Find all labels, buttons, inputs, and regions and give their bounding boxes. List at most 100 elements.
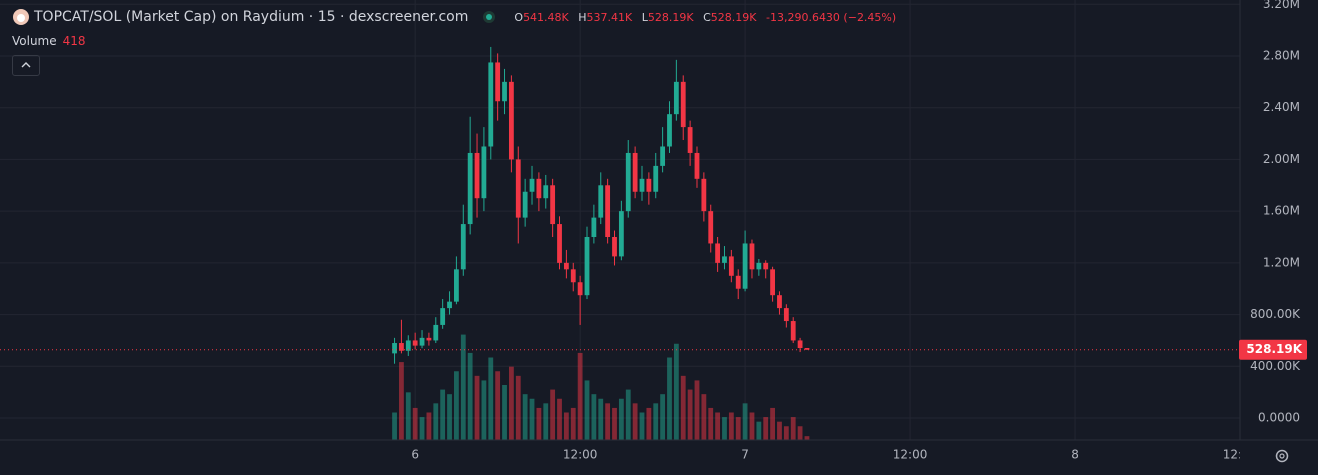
volume-bar bbox=[570, 407, 576, 440]
candle-body bbox=[605, 185, 611, 238]
candle-body bbox=[577, 282, 583, 296]
candle-body bbox=[488, 62, 494, 147]
candle-body bbox=[591, 217, 597, 238]
caret-icon bbox=[21, 62, 31, 68]
y-tick-label: 400.00K bbox=[1250, 359, 1301, 373]
volume-bar bbox=[694, 380, 700, 440]
x-tick-label: 6 bbox=[411, 448, 419, 462]
candle-body bbox=[612, 237, 617, 257]
candle-body bbox=[701, 178, 707, 212]
volume-bar bbox=[632, 403, 638, 440]
volume-bar bbox=[605, 403, 611, 440]
ohlc-legend: O541.48K H537.41K L528.19K C528.19K -13,… bbox=[508, 11, 896, 24]
last-price-label: 528.19K bbox=[1246, 342, 1302, 356]
candle-body bbox=[777, 295, 782, 309]
volume-bar bbox=[783, 426, 789, 440]
x-tick-label: 8 bbox=[1071, 448, 1079, 462]
volume-bar bbox=[687, 389, 693, 440]
candle-body bbox=[543, 185, 549, 199]
candle-body bbox=[790, 321, 796, 341]
volume-bar bbox=[653, 403, 659, 440]
legend-value: 537.41K bbox=[586, 10, 633, 24]
volume-bar bbox=[646, 407, 652, 440]
volume-bar bbox=[522, 394, 528, 440]
candle-body bbox=[563, 262, 569, 270]
legend-key: C bbox=[703, 10, 711, 24]
volume-bar bbox=[584, 380, 590, 440]
gear-icon bbox=[1275, 449, 1289, 463]
candle-body bbox=[557, 224, 562, 263]
volume-bar bbox=[612, 407, 617, 440]
candle-body bbox=[529, 178, 535, 192]
candle-body bbox=[584, 237, 590, 296]
candle-body bbox=[440, 308, 446, 325]
candle-body bbox=[433, 324, 439, 341]
volume-bar bbox=[543, 403, 549, 440]
candle-body bbox=[536, 178, 542, 199]
candle-body bbox=[474, 152, 480, 199]
settings-button[interactable] bbox=[1275, 449, 1289, 463]
candle-body bbox=[502, 81, 507, 102]
volume-bar bbox=[474, 375, 480, 440]
volume-bar bbox=[440, 389, 446, 440]
candle-body bbox=[667, 114, 672, 147]
candle-body bbox=[447, 301, 452, 309]
volume-bar bbox=[722, 417, 727, 440]
candle-body bbox=[426, 337, 432, 341]
volume-bar bbox=[481, 380, 487, 440]
candle-body bbox=[763, 262, 769, 270]
candle-body bbox=[454, 269, 459, 302]
volume-bar bbox=[618, 398, 624, 440]
volume-bar bbox=[598, 398, 604, 440]
volume-bar bbox=[557, 398, 562, 440]
token-icon bbox=[13, 9, 29, 25]
volume-title: Volume bbox=[12, 34, 57, 48]
y-tick-label: 1.20M bbox=[1263, 255, 1300, 269]
candle-body bbox=[680, 81, 686, 128]
volume-bar bbox=[742, 403, 748, 440]
volume-bar bbox=[680, 375, 686, 440]
candle-body bbox=[412, 340, 418, 346]
volume-bar bbox=[508, 366, 514, 440]
volume-bar bbox=[715, 412, 721, 440]
collapse-button[interactable] bbox=[12, 55, 40, 76]
candle-body bbox=[481, 146, 487, 199]
volume-bar bbox=[749, 412, 755, 440]
candle-body bbox=[405, 340, 411, 351]
y-tick-label: 2.40M bbox=[1263, 100, 1300, 114]
y-tick-label: 3.20M bbox=[1263, 0, 1300, 11]
y-tick-label: 2.80M bbox=[1263, 48, 1300, 62]
volume-bar bbox=[426, 412, 432, 440]
volume-bar bbox=[515, 375, 521, 440]
volume-bar bbox=[502, 385, 507, 440]
candle-body bbox=[515, 159, 521, 218]
header: TOPCAT/SOL (Market Cap) on Raydium · 15 … bbox=[12, 8, 896, 26]
volume-bar bbox=[419, 417, 425, 440]
x-tick-label: 7 bbox=[741, 448, 749, 462]
status-dot bbox=[483, 11, 496, 23]
candle-body bbox=[722, 256, 727, 263]
volume-bar bbox=[701, 394, 707, 440]
candle-body bbox=[694, 152, 700, 179]
legend-value: 528.19K bbox=[647, 10, 694, 24]
volume-bar bbox=[563, 412, 569, 440]
volume-bar bbox=[550, 389, 556, 440]
volume-value: 418 bbox=[62, 34, 86, 48]
candle-body bbox=[495, 62, 501, 102]
candle-body bbox=[646, 178, 652, 192]
y-tick-label: 800.00K bbox=[1250, 307, 1301, 321]
candles bbox=[0, 46, 1240, 364]
volume-bar bbox=[433, 403, 439, 440]
candle-body bbox=[460, 224, 466, 270]
volume-bar bbox=[577, 352, 583, 440]
candle-body bbox=[756, 262, 762, 270]
volume-bar bbox=[756, 421, 762, 440]
candle-body bbox=[392, 343, 397, 354]
volume-bar bbox=[529, 398, 535, 440]
volume-bar bbox=[467, 352, 473, 440]
x-tick-label: 12:00 bbox=[563, 448, 598, 462]
volume-bar bbox=[639, 412, 645, 440]
candle-body bbox=[715, 243, 721, 263]
candle-body bbox=[742, 243, 748, 289]
